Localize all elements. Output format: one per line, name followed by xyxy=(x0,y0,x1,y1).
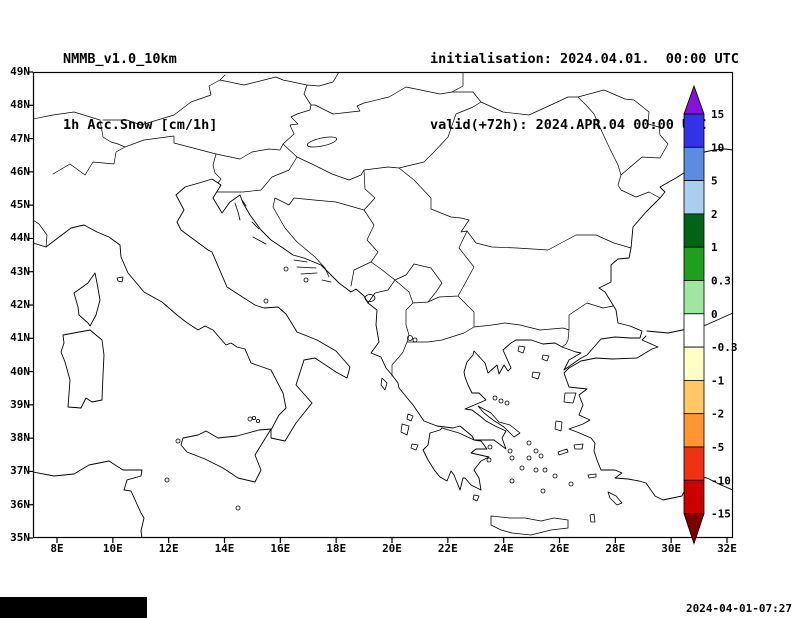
lon-tick-label: 12E xyxy=(158,542,179,555)
lat-tick-label: 45N xyxy=(10,198,30,212)
lat-tick-label: 47N xyxy=(10,131,30,145)
colorbar-segment xyxy=(683,313,705,348)
colorbar-segment xyxy=(683,346,705,381)
lon-tick-label: 16E xyxy=(270,542,291,555)
colorbar: 15 10 5 2 1 0.3 0 -0.3 -1 -2 -5 -10 -15 xyxy=(683,84,738,545)
initialisation-time: initialisation: 2024.04.01. 00:00 UTC xyxy=(430,51,739,67)
colorbar-label: 0 xyxy=(711,308,718,321)
colorbar-arrow-bottom xyxy=(683,513,705,545)
lon-tick-label: 28E xyxy=(605,542,626,555)
lat-tick-label: 46N xyxy=(10,164,30,178)
lon-tick-label: 18E xyxy=(326,542,347,555)
lon-tick-label: 14E xyxy=(214,542,235,555)
lon-tick-label: 32E xyxy=(717,542,737,555)
colorbar-segment xyxy=(683,479,705,514)
country-borders xyxy=(34,73,669,377)
lat-tick-label: 36N xyxy=(10,497,30,511)
colorbar-segment xyxy=(683,113,705,148)
islands xyxy=(116,199,623,536)
lat-tick-label: 44N xyxy=(10,231,30,245)
map-frame xyxy=(32,71,734,539)
colorbar-label: 1 xyxy=(711,241,718,254)
lat-tick-label: 41N xyxy=(10,331,30,345)
colorbar-arrow-top xyxy=(683,84,705,115)
lat-tick-label: 35N xyxy=(10,531,30,544)
colorbar-segment xyxy=(683,180,705,215)
lon-tick-label: 30E xyxy=(661,542,682,555)
creation-timestamp: 2024-04-01-07:27 xyxy=(686,602,792,615)
colorbar-segment xyxy=(683,413,705,448)
model-title: NMMB_v1.0_10km xyxy=(63,51,177,67)
lon-tick-label: 10E xyxy=(102,542,123,555)
colorbar-label: -5 xyxy=(711,441,724,454)
lat-tick-label: 43N xyxy=(10,264,30,278)
axis-ticks xyxy=(28,71,728,543)
title-block: NMMB_v1.0_10km 1h Acc.Snow [cm/1h] xyxy=(63,4,217,180)
field-title: 1h Acc.Snow [cm/1h] xyxy=(63,117,218,133)
lat-tick-label: 39N xyxy=(10,397,30,411)
colorbar-label: -15 xyxy=(711,508,731,521)
lat-tick-label: 42N xyxy=(10,298,30,311)
colorbar-label: -10 xyxy=(711,474,731,487)
colorbar-label: 15 xyxy=(711,108,724,121)
colorbar-segment xyxy=(683,446,705,481)
colorbar-segment xyxy=(683,213,705,248)
coastlines xyxy=(34,148,732,537)
lon-tick-label: 24E xyxy=(493,542,514,555)
lakes xyxy=(306,136,418,343)
small-island-dots xyxy=(164,266,574,511)
lon-tick-label: 20E xyxy=(382,542,402,555)
lat-tick-label: 49N xyxy=(10,65,30,78)
time-block: initialisation: 2024.04.01. 00:00 UTC va… xyxy=(430,4,739,180)
colorbar-segment xyxy=(683,146,705,181)
lat-tick-label: 37N xyxy=(10,464,30,478)
lon-tick-label: 22E xyxy=(437,542,458,555)
colorbar-label: 2 xyxy=(711,208,718,221)
colorbar-segment xyxy=(683,280,705,315)
valid-time: valid(+72h): 2024.APR.04 00:00 UTC xyxy=(430,117,707,133)
grads-credit-text: GrADS: COLA/IGES xyxy=(32,616,138,618)
colorbar-label: 0.3 xyxy=(711,275,731,288)
colorbar-label: -0.3 xyxy=(711,341,738,354)
lon-tick-label: 8E xyxy=(50,542,64,555)
colorbar-label: -2 xyxy=(711,408,724,421)
colorbar-segment xyxy=(683,246,705,281)
colorbar-label: 10 xyxy=(711,141,724,154)
colorbar-label: 5 xyxy=(711,175,718,188)
lon-tick-label: 26E xyxy=(549,542,570,555)
lat-tick-label: 40N xyxy=(10,364,30,378)
lat-tick-label: 48N xyxy=(10,98,30,112)
colorbar-segment xyxy=(683,379,705,415)
colorbar-label: -1 xyxy=(711,374,725,387)
grads-credit-badge: GrADS: COLA/IGES xyxy=(0,597,148,618)
lat-tick-label: 38N xyxy=(10,431,30,445)
